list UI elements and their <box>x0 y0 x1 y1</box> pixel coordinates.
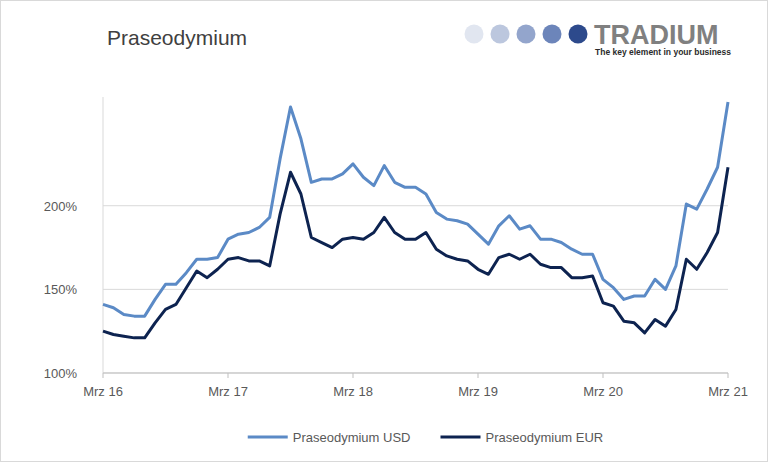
y-tick-label: 200% <box>44 199 78 214</box>
x-tick-label: Mrz 16 <box>83 384 123 399</box>
x-tick <box>478 373 479 378</box>
chart-border <box>1 1 768 462</box>
title: Praseodymium <box>107 26 247 49</box>
series-line <box>103 102 728 316</box>
y-tick-label: 150% <box>44 282 78 297</box>
x-tick-label: Mrz 18 <box>333 384 373 399</box>
series-line <box>103 167 728 338</box>
legend-label: Praseodymium EUR <box>486 430 604 445</box>
grid-line <box>103 289 728 290</box>
plot-lines <box>103 102 728 338</box>
grid-line <box>103 205 728 206</box>
logo-tagline: The key element in your business <box>595 47 731 57</box>
x-axis-line <box>103 373 728 374</box>
x-tick-label: Mrz 21 <box>708 384 748 399</box>
chart: Praseodymium TRADIUMThe key element in yo… <box>0 0 768 462</box>
legend-swatch <box>248 436 288 439</box>
legend-swatch <box>441 436 481 439</box>
grid-line <box>103 373 728 374</box>
logo-dot <box>543 25 562 44</box>
logo-dot <box>569 25 588 44</box>
x-tick <box>353 373 354 378</box>
legend-label: Praseodymium USD <box>293 430 411 445</box>
y-tick-label: 100% <box>44 366 78 381</box>
x-tick-label: Mrz 20 <box>583 384 623 399</box>
x-tick-label: Mrz 19 <box>458 384 498 399</box>
x-tick <box>228 373 229 378</box>
logo-name: TRADIUM <box>594 20 718 50</box>
x-tick <box>603 373 604 378</box>
logo-dot <box>517 25 536 44</box>
logo-dot <box>465 25 484 44</box>
x-tick <box>728 373 729 378</box>
x-tick <box>103 373 104 378</box>
x-tick-label: Mrz 17 <box>208 384 248 399</box>
logo-dot <box>491 25 510 44</box>
legend: Praseodymium USD Praseodymium EUR <box>248 430 604 445</box>
